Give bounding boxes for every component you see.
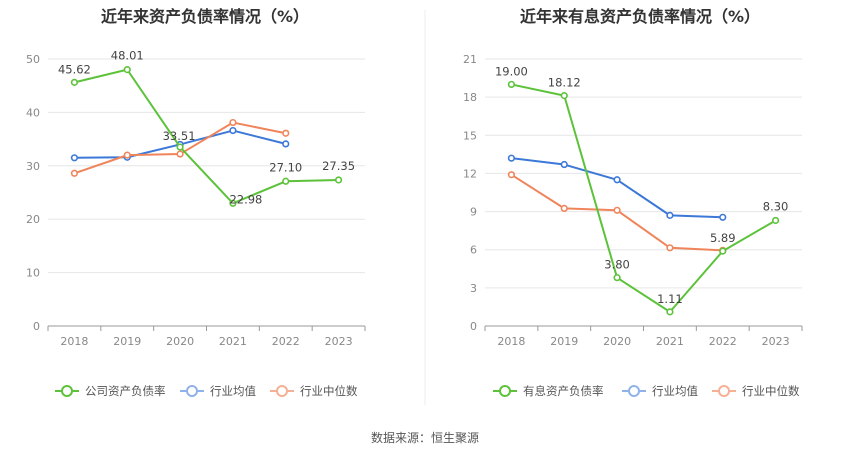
data-point[interactable] <box>70 169 79 177</box>
y-tick-label: 10 <box>26 267 40 280</box>
data-point[interactable] <box>613 176 621 184</box>
data-label: 48.01 <box>111 49 144 63</box>
legend-marker <box>628 385 640 397</box>
chart-panel-2: 近年来有息资产负债率情况（%） 0 3 6 9 12 15 18 21 2018 2019 2020 2… <box>463 7 803 398</box>
data-point[interactable] <box>176 150 184 158</box>
legend-item[interactable]: 行业中位数 <box>712 384 800 398</box>
y-tick-label: 0 <box>33 320 40 333</box>
chart-title: 近年来有息资产负债率情况（%） <box>520 7 760 26</box>
data-point[interactable] <box>719 247 727 255</box>
data-label: 5.89 <box>710 231 736 245</box>
data-point[interactable] <box>334 176 343 184</box>
x-tick-label: 2021 <box>219 335 247 348</box>
data-point[interactable] <box>70 154 79 162</box>
data-label: 18.12 <box>548 76 581 90</box>
y-tick-label: 30 <box>26 160 40 173</box>
x-tick-label: 2018 <box>60 335 88 348</box>
legend-marker <box>276 385 288 397</box>
y-tick-label: 20 <box>26 213 40 226</box>
data-point[interactable] <box>176 143 184 151</box>
legend-marker <box>186 385 198 397</box>
x-tick-label: 2020 <box>603 335 631 348</box>
legend-label: 行业中位数 <box>300 384 358 398</box>
y-tick-label: 50 <box>26 53 40 66</box>
data-label: 8.30 <box>763 199 789 213</box>
data-point[interactable] <box>282 177 290 185</box>
x-tick-label: 2021 <box>656 335 684 348</box>
data-point[interactable] <box>666 308 674 316</box>
x-tick-label: 2023 <box>762 335 790 348</box>
data-label: 45.62 <box>58 62 91 76</box>
data-label: 1.11 <box>657 292 683 306</box>
x-tick-label: 2018 <box>497 335 525 348</box>
data-point[interactable] <box>666 244 674 252</box>
legend-marker <box>61 385 73 397</box>
x-tick-label: 2023 <box>325 335 353 348</box>
data-label: 19.00 <box>495 64 528 78</box>
y-tick-label: 0 <box>470 320 477 333</box>
y-tick-label: 15 <box>463 129 477 142</box>
x-tick-label: 2022 <box>272 335 300 348</box>
data-point[interactable] <box>560 160 568 169</box>
y-tick-label: 18 <box>463 91 477 104</box>
series-line <box>74 68 339 205</box>
data-label: 22.98 <box>229 192 262 206</box>
data-point[interactable] <box>613 274 621 282</box>
legend-label: 公司资产负债率 <box>85 384 166 398</box>
data-point[interactable] <box>507 80 516 89</box>
data-point[interactable] <box>123 151 131 159</box>
legend-label: 行业中位数 <box>742 384 800 398</box>
legend-item[interactable]: 有息资产负债率 <box>493 384 604 398</box>
legend-item[interactable]: 公司资产负债率 <box>55 384 166 398</box>
data-label: 27.10 <box>269 160 302 174</box>
data-point[interactable] <box>560 92 568 100</box>
y-tick-label: 12 <box>463 167 477 180</box>
data-source-text: 数据来源：恒生聚源 <box>371 430 479 445</box>
legend-label: 有息资产负债率 <box>523 384 604 398</box>
legend-item[interactable]: 行业中位数 <box>270 384 358 398</box>
data-point[interactable] <box>560 204 568 212</box>
legend-label: 行业均值 <box>210 384 256 398</box>
data-point[interactable] <box>70 78 79 86</box>
data-point[interactable] <box>666 211 674 219</box>
data-point[interactable] <box>282 129 290 137</box>
x-tick-label: 2019 <box>550 335 578 348</box>
y-tick-label: 40 <box>26 106 40 119</box>
data-point[interactable] <box>229 118 237 127</box>
data-point[interactable] <box>282 140 290 148</box>
data-point[interactable] <box>229 126 237 135</box>
data-point[interactable] <box>507 154 516 162</box>
chart-title: 近年来资产负债率情况（%） <box>101 7 309 26</box>
x-tick-label: 2020 <box>166 335 194 348</box>
data-point[interactable] <box>771 216 780 225</box>
chart-panel-1: 近年来资产负债率情况（%） 0 10 20 30 40 50 2018 2019 2020 2021… <box>26 7 366 398</box>
x-tick-label: 2022 <box>709 335 737 348</box>
series-line <box>511 83 777 313</box>
data-label: 27.35 <box>322 159 355 173</box>
data-label: 3.80 <box>604 258 630 272</box>
legend-item[interactable]: 行业均值 <box>622 384 698 398</box>
data-point[interactable] <box>719 213 727 221</box>
data-point[interactable] <box>229 199 237 207</box>
data-point[interactable] <box>613 206 621 214</box>
data-point[interactable] <box>123 66 131 74</box>
data-label: 33.51 <box>163 129 196 143</box>
y-tick-label: 3 <box>470 282 477 295</box>
data-point[interactable] <box>507 171 516 179</box>
y-tick-label: 21 <box>463 53 477 66</box>
legend-label: 行业均值 <box>652 384 698 398</box>
legend-marker <box>718 385 730 397</box>
legend-marker <box>499 385 511 397</box>
y-tick-label: 6 <box>470 244 477 257</box>
legend-item[interactable]: 行业均值 <box>180 384 256 398</box>
x-tick-label: 2019 <box>113 335 141 348</box>
y-tick-label: 9 <box>470 206 477 219</box>
